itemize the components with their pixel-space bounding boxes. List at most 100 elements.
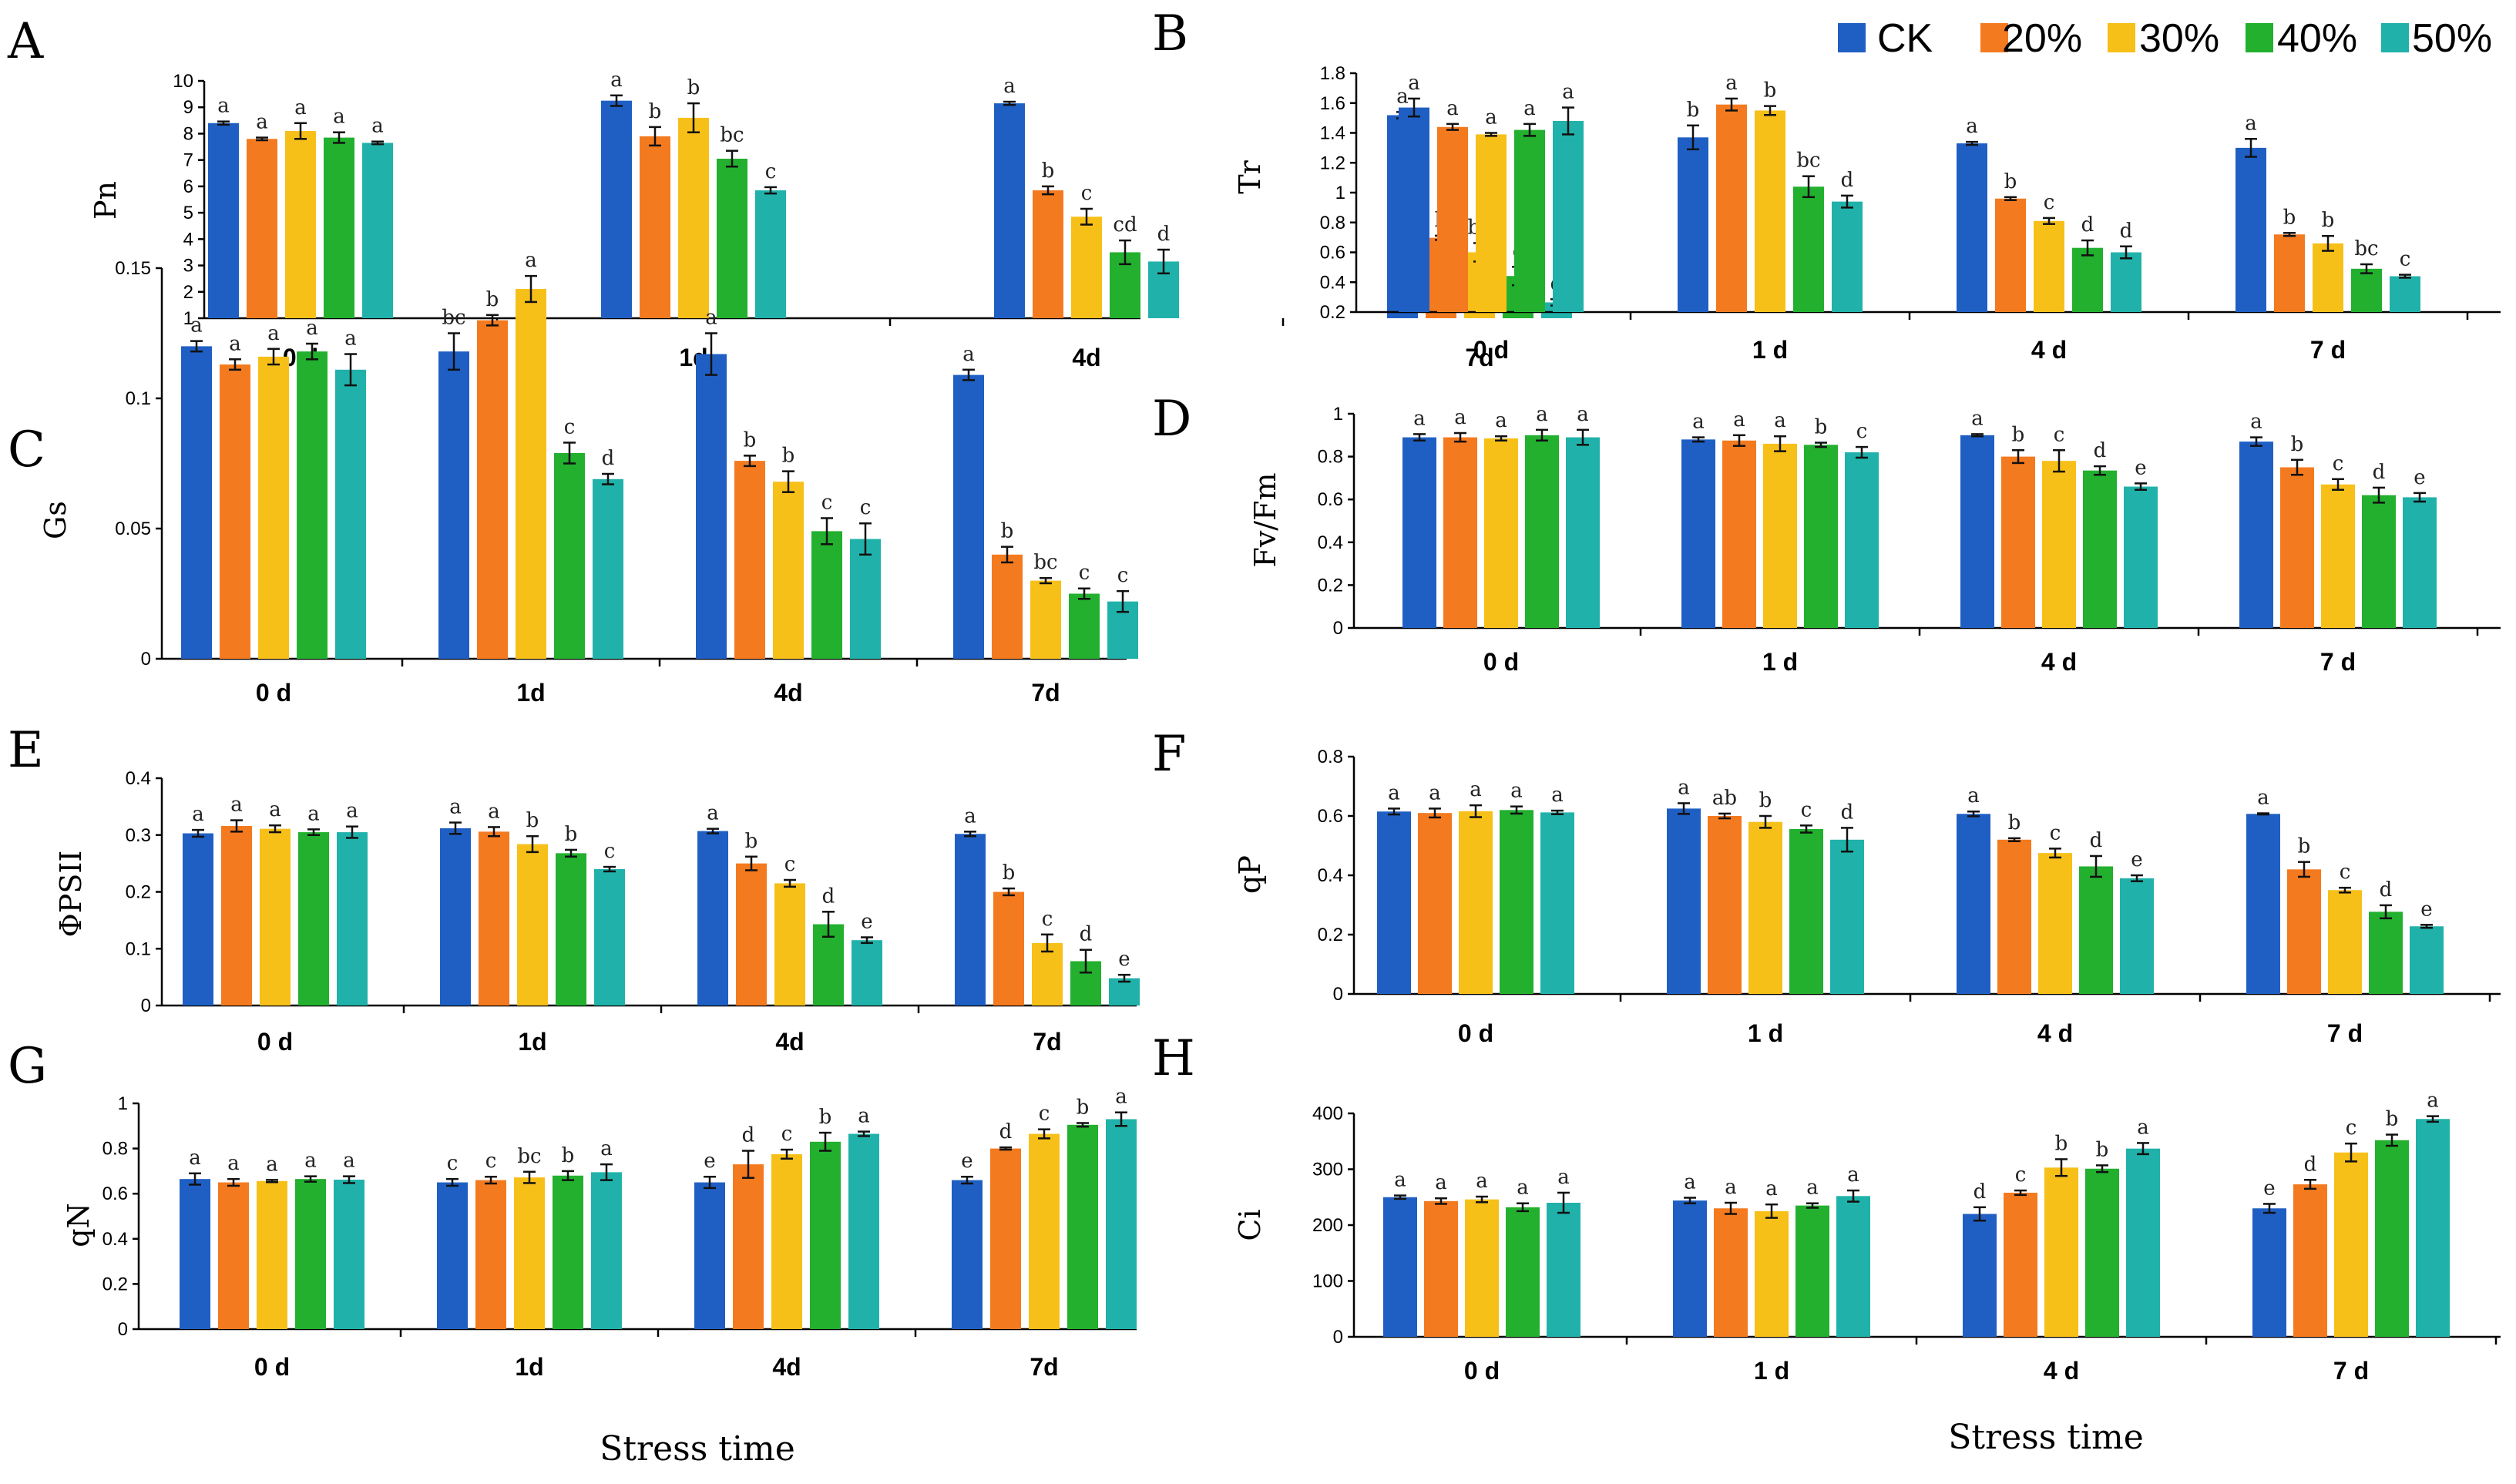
significance-letter-h: d xyxy=(2304,1153,2317,1176)
legend-swatch-40 xyxy=(2246,23,2273,52)
bar-b-20pct-1 xyxy=(1716,104,1747,312)
bar-e-40pct-1 xyxy=(556,853,586,1006)
y-tick-label-c: 0.1 xyxy=(126,388,151,409)
y-tick-label-b: 0.6 xyxy=(1320,243,1345,264)
bar-g-ck-2 xyxy=(694,1182,725,1329)
bar-a-30pct-2 xyxy=(1071,217,1102,318)
bar-c-ck-2 xyxy=(696,354,727,659)
bar-e-ck-3 xyxy=(955,834,986,1006)
bar-h-30pct-0 xyxy=(1465,1199,1499,1337)
bar-b-ck-2 xyxy=(1957,143,1987,312)
y-tick-label-b: 0.2 xyxy=(1320,302,1345,323)
y-tick-label-h: 0 xyxy=(1333,1327,1343,1348)
significance-letter-h: a xyxy=(2137,1116,2149,1139)
x-tick-label-a: 4d xyxy=(1072,344,1100,371)
significance-letter-d: c xyxy=(2054,423,2065,446)
bar-f-20pct-3 xyxy=(2287,869,2321,994)
bar-e-50pct-3 xyxy=(1109,978,1140,1006)
significance-letter-g: a xyxy=(189,1147,201,1170)
bar-g-ck-3 xyxy=(952,1180,983,1329)
significance-letter-b: a xyxy=(1446,97,1459,120)
bar-c-20pct-2 xyxy=(734,461,765,659)
significance-letter-c: b xyxy=(744,428,757,452)
significance-letter-c: c xyxy=(564,415,576,438)
bar-g-30pct-2 xyxy=(771,1153,802,1329)
y-tick-label-a: 6 xyxy=(183,176,193,197)
y-tick-label-e: 0.4 xyxy=(126,768,151,789)
significance-letter-e: a xyxy=(307,802,320,825)
bar-a-50pct-1 xyxy=(755,190,786,318)
y-tick-label-d: 1 xyxy=(1333,404,1343,425)
significance-letter-c: a xyxy=(525,249,537,272)
x-tick-label-e: 0 d xyxy=(257,1028,293,1056)
bar-g-20pct-0 xyxy=(218,1182,249,1329)
significance-letter-d: e xyxy=(2414,466,2425,489)
significance-letter-a: a xyxy=(333,106,345,129)
y-axis-label-f: qP xyxy=(1233,855,1267,894)
x-tick-label-e: 1d xyxy=(518,1028,546,1056)
bar-f-40pct-2 xyxy=(2079,866,2113,994)
bar-g-40pct-3 xyxy=(1067,1124,1098,1329)
y-tick-label-h: 400 xyxy=(1312,1103,1343,1124)
significance-letter-f: a xyxy=(1551,784,1564,807)
significance-letter-f: ab xyxy=(1712,787,1737,810)
y-tick-label-b: 1.6 xyxy=(1320,93,1345,114)
panel-h: H Ci 0 100 200 300 400 0 d a a a a a 1 d a a a a a 4 d d c b b a… xyxy=(1152,1030,2501,1385)
bar-g-ck-0 xyxy=(180,1179,210,1329)
bar-g-20pct-1 xyxy=(475,1180,506,1329)
y-tick-label-a: 4 xyxy=(183,229,193,250)
bar-h-20pct-1 xyxy=(1714,1208,1748,1337)
significance-letter-d: d xyxy=(2094,439,2107,462)
significance-letter-a: c xyxy=(1081,182,1093,205)
bar-b-20pct-0 xyxy=(1437,126,1468,312)
bar-g-ck-1 xyxy=(437,1182,468,1329)
significance-letter-b: a xyxy=(1523,97,1536,120)
y-tick-label-b: 0.8 xyxy=(1320,213,1345,233)
significance-letter-b: a xyxy=(1562,81,1574,104)
significance-letter-b: b xyxy=(1764,79,1777,102)
y-tick-label-e: 0.1 xyxy=(126,938,151,959)
significance-letter-d: a xyxy=(1413,407,1426,430)
significance-letter-c: bc xyxy=(442,307,465,330)
significance-letter-d: d xyxy=(2373,461,2386,484)
significance-letter-d: a xyxy=(1577,403,1589,426)
bar-h-20pct-2 xyxy=(2004,1192,2037,1337)
significance-letter-h: a xyxy=(1725,1176,1737,1199)
significance-letter-g: d xyxy=(999,1120,1013,1143)
x-tick-label-h: 1 d xyxy=(1754,1357,1789,1385)
x-tick-label-f: 0 d xyxy=(1458,1019,1493,1047)
significance-letter-b: d xyxy=(2081,213,2094,237)
significance-letter-b: bc xyxy=(2354,237,2378,260)
significance-letter-h: d xyxy=(1973,1180,1987,1204)
significance-letter-a: a xyxy=(256,111,268,134)
bar-d-ck-1 xyxy=(1681,439,1715,628)
significance-letter-c: a xyxy=(306,317,318,340)
significance-letter-a: b xyxy=(649,100,662,123)
x-tick-label-g: 0 d xyxy=(254,1353,290,1381)
significance-letter-b: b xyxy=(1687,99,1700,122)
significance-letter-g: c xyxy=(1039,1103,1050,1126)
significance-letter-b: b xyxy=(2004,170,2017,193)
bar-b-30pct-2 xyxy=(2034,220,2064,312)
significance-letter-e: c xyxy=(604,840,616,863)
legend-label-30: 30% xyxy=(2139,16,2219,61)
bar-c-20pct-1 xyxy=(477,320,508,659)
bar-c-40pct-0 xyxy=(297,351,328,659)
bar-a-20pct-1 xyxy=(640,136,670,318)
significance-letter-a: a xyxy=(217,95,230,118)
y-tick-label-b: 1.8 xyxy=(1320,63,1345,84)
significance-letter-f: a xyxy=(1678,776,1690,799)
bar-g-40pct-1 xyxy=(553,1175,583,1329)
significance-letter-a: cd xyxy=(1113,213,1137,237)
significance-letter-a: b xyxy=(1042,159,1055,183)
significance-letter-a: a xyxy=(1003,75,1016,98)
bar-h-40pct-0 xyxy=(1506,1207,1540,1337)
significance-letter-f: e xyxy=(2420,898,2432,921)
significance-letter-f: c xyxy=(1801,798,1812,821)
bar-c-40pct-3 xyxy=(1069,593,1100,659)
y-tick-label-f: 0 xyxy=(1333,984,1343,1005)
bar-e-30pct-3 xyxy=(1032,942,1063,1006)
significance-letter-e: d xyxy=(822,885,835,908)
bar-d-20pct-0 xyxy=(1443,437,1477,628)
significance-letter-a: d xyxy=(1157,223,1171,246)
